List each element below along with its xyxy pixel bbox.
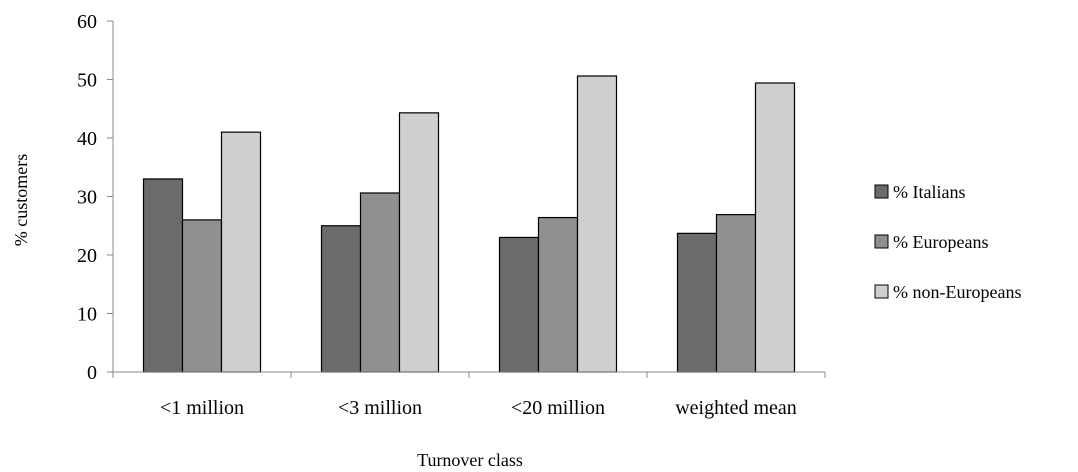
y-axis: 0 10 20 30 40 50 60 bbox=[77, 11, 114, 384]
bar-europeans-3 bbox=[715, 214, 757, 373]
x-tick-label: <1 million bbox=[160, 397, 244, 419]
bar-europeans-2 bbox=[537, 216, 579, 373]
y-axis-title: % customers bbox=[11, 154, 31, 246]
bar-italians-3 bbox=[676, 232, 718, 373]
legend-label: % Europeans bbox=[893, 232, 988, 252]
x-tick-label: weighted mean bbox=[675, 397, 797, 419]
legend-swatch bbox=[874, 284, 889, 299]
x-tick-label: <3 million bbox=[338, 397, 422, 419]
y-tick-label: 50 bbox=[77, 70, 97, 92]
bar-non-europeans-0 bbox=[220, 131, 262, 373]
bar-europeans-0 bbox=[181, 219, 223, 373]
legend: % Italians % Europeans % non-Europeans bbox=[874, 182, 1021, 302]
x-axis: <1 million <3 million <20 million weighted … bbox=[112, 371, 826, 419]
y-tick-label: 20 bbox=[77, 245, 97, 267]
y-tick-label: 30 bbox=[77, 187, 97, 209]
x-axis-title: Turnover class bbox=[417, 450, 523, 470]
legend-label: % Italians bbox=[893, 182, 965, 202]
x-tick-label: <20 million bbox=[511, 397, 605, 419]
bar-italians-1 bbox=[320, 225, 362, 373]
bar-italians-2 bbox=[498, 236, 540, 373]
legend-swatch bbox=[874, 234, 889, 249]
bar-non-europeans-1 bbox=[398, 112, 440, 373]
bar-non-europeans-3 bbox=[754, 82, 796, 373]
plot-area bbox=[142, 75, 796, 373]
y-tick-label: 60 bbox=[77, 11, 97, 33]
y-tick-label: 40 bbox=[77, 128, 97, 150]
bar-europeans-1 bbox=[359, 192, 401, 373]
bar-non-europeans-2 bbox=[576, 75, 618, 373]
legend-label: % non-Europeans bbox=[893, 282, 1021, 302]
y-tick-label: 10 bbox=[77, 304, 97, 326]
y-tick-label: 0 bbox=[87, 362, 97, 384]
bar-italians-0 bbox=[142, 178, 184, 373]
legend-swatch bbox=[874, 184, 889, 199]
